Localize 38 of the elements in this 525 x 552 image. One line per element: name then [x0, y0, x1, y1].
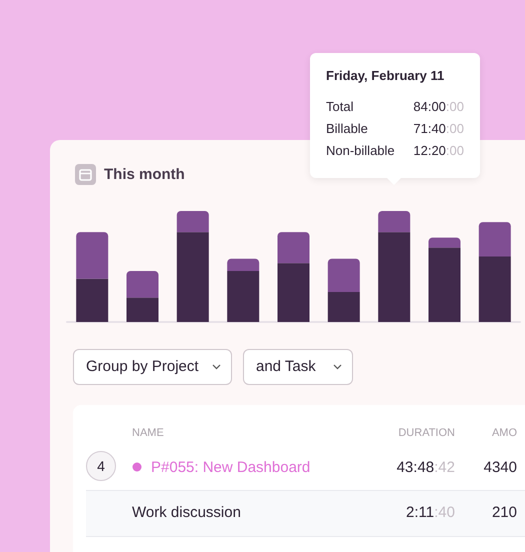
bar: [378, 211, 410, 232]
bar: [227, 258, 260, 271]
text: NAME: [132, 427, 164, 439]
text: DURATION: [398, 427, 455, 439]
text: 71:40:00: [413, 121, 464, 138]
bar: [378, 232, 410, 322]
text: 43:48:42: [396, 459, 455, 476]
bar: [227, 270, 260, 322]
text: 2:11:40: [406, 504, 455, 521]
text: 84:00:00: [413, 99, 464, 116]
bar: [278, 232, 310, 264]
chart-title: This month: [104, 166, 185, 183]
bar: [278, 263, 310, 322]
bar: [126, 298, 158, 322]
text: 4: [96, 458, 106, 474]
text: P#055: New Dashboard: [151, 459, 310, 476]
bar: [478, 256, 511, 322]
bar: [76, 232, 108, 279]
text: 12:20:00: [413, 143, 464, 160]
text: 210: [492, 504, 517, 521]
bar: [328, 258, 360, 292]
bar: [176, 211, 209, 232]
text: Total: [326, 99, 354, 116]
text: Friday, February 11: [326, 68, 446, 83]
text: 4340: [484, 459, 517, 476]
text: Work discussion: [132, 504, 241, 521]
bar: [428, 238, 460, 248]
bar: [176, 232, 209, 322]
text: Group by Project: [86, 358, 199, 375]
bar: [76, 278, 108, 322]
bar: [428, 248, 460, 322]
text: AMO: [492, 427, 517, 439]
bar: [478, 222, 511, 257]
text: Billable: [326, 121, 368, 138]
bar: [328, 292, 360, 322]
text: Non-billable: [326, 143, 395, 160]
text: and Task: [256, 358, 316, 375]
bar: [126, 270, 158, 298]
